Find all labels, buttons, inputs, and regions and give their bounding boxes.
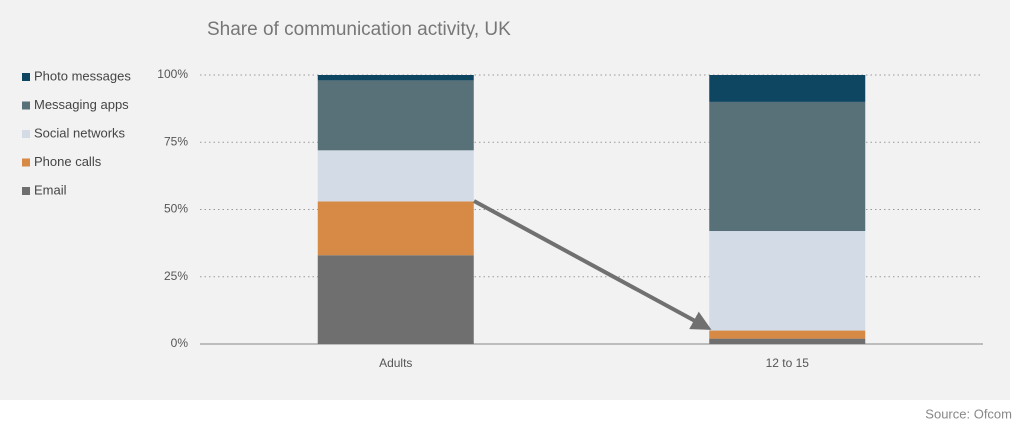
legend-swatch [22, 130, 30, 138]
chart-title: Share of communication activity, UK [207, 19, 511, 40]
y-tick-label: 50% [164, 202, 188, 216]
annotation-arrow [473, 199, 712, 330]
plot: 0% 25% 50% 75% 100% Adults 12 to 15 Email Phone … [22, 67, 983, 370]
x-tick-label: 12 to 15 [766, 356, 810, 370]
legend-label: Photo messages [34, 68, 131, 83]
y-tick-label: 25% [164, 269, 188, 283]
bar-segment [317, 255, 474, 344]
bar-segment [317, 150, 474, 202]
legend-label: Email [34, 182, 67, 197]
bar-segment [317, 201, 474, 256]
bar-segment [317, 75, 474, 81]
legend-label: Social networks [34, 125, 126, 140]
bar-segment [709, 338, 866, 344]
y-tick-label: 75% [164, 134, 188, 148]
legend-swatch [22, 158, 30, 167]
bar-segment [709, 101, 866, 232]
y-tick-label: 0% [171, 336, 189, 350]
bar-segment [709, 330, 866, 339]
legend-swatch [22, 73, 30, 81]
legend-swatch [22, 187, 30, 195]
legend-label: Phone calls [34, 154, 102, 169]
bar-segment [709, 231, 866, 331]
bar-segment [709, 75, 866, 102]
legend-label: Messaging apps [34, 97, 129, 112]
bar-segment [317, 80, 474, 151]
y-tick-label: 100% [157, 67, 188, 81]
source-note: Source: Ofcom [925, 406, 1012, 421]
legend-swatch [22, 101, 30, 110]
x-tick-label: Adults [379, 356, 412, 370]
